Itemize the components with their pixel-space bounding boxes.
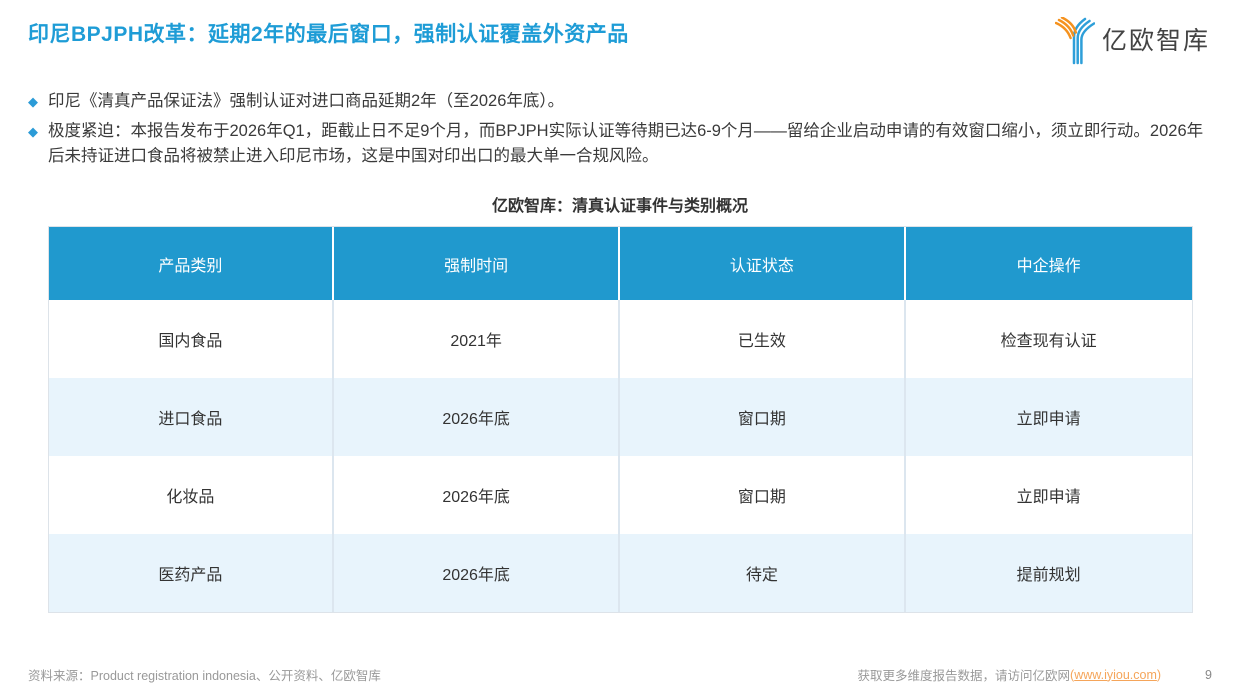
table-cell: 窗口期 xyxy=(620,378,906,456)
table-header-cell-certification-status: 认证状态 xyxy=(620,227,906,300)
table-cell: 立即申请 xyxy=(905,456,1192,534)
table-row: 国内食品 2021年 已生效 检查现有认证 xyxy=(48,300,1192,378)
paren-open: ( xyxy=(1070,667,1075,682)
table-row: 进口食品 2026年底 窗口期 立即申请 xyxy=(48,378,1192,456)
table-header-row: 产品类别 强制时间 认证状态 中企操作 xyxy=(48,227,1192,300)
table-header-cell-china-action: 中企操作 xyxy=(905,227,1192,300)
table-cell: 窗口期 xyxy=(620,456,906,534)
report-note: 获取更多维度报告数据，请访问亿欧网 xyxy=(857,669,1071,683)
paren-close: ) xyxy=(1156,667,1162,682)
table-cell: 已生效 xyxy=(620,300,906,378)
table-header-cell-mandatory-date: 强制时间 xyxy=(334,227,620,300)
table-cell: 2026年底 xyxy=(334,456,620,534)
brand-logo-y-icon xyxy=(1054,17,1095,65)
table-row: 化妆品 2026年底 窗口期 立即申请 xyxy=(48,456,1192,534)
slide-footer: 资料来源：Product registration indonesia、公开资料… xyxy=(28,665,1212,684)
key-points: ◆ 印尼《清真产品保证法》强制认证对进口商品延期2年（至2026年底）。 ◆ 极… xyxy=(28,89,1215,169)
slide-header: 印尼BPJPH改革：延期2年的最后窗口，强制认证覆盖外资产品 亿欧智库 xyxy=(0,0,1240,65)
table-cell: 进口食品 xyxy=(48,378,335,456)
page-number: 9 xyxy=(1205,667,1212,682)
diamond-bullet-icon: ◆ xyxy=(28,94,38,109)
bullet-text: 极度紧迫：本报告发布于2026年Q1，距截止日不足9个月，而BPJPH实际认证等… xyxy=(48,122,1204,165)
footer-right: 获取更多维度报告数据，请访问亿欧网 ( www.iyiou.com ) 9 xyxy=(858,665,1212,684)
table-row: 医药产品 2026年底 待定 提前规划 xyxy=(48,534,1192,612)
iyiou-link[interactable]: www.iyiou.com xyxy=(1074,667,1157,682)
halal-certification-table: 产品类别 强制时间 认证状态 中企操作 国内食品 2021年 已生效 检查现有认… xyxy=(47,226,1193,613)
table-cell: 2021年 xyxy=(334,300,620,378)
brand-logo-text: 亿欧智库 xyxy=(1101,27,1210,55)
table-title: 亿欧智库：清真认证事件与类别概况 xyxy=(491,198,748,215)
source-note: 资料来源：Product registration indonesia、公开资料… xyxy=(28,669,381,683)
bullet-item: ◆ 印尼《清真产品保证法》强制认证对进口商品延期2年（至2026年底）。 xyxy=(28,89,1215,114)
table-cell: 国内食品 xyxy=(48,300,335,378)
brand-logo: 亿欧智库 xyxy=(1054,17,1212,65)
bullet-text: 印尼《清真产品保证法》强制认证对进口商品延期2年（至2026年底）。 xyxy=(48,92,565,110)
bullet-item: ◆ 极度紧迫：本报告发布于2026年Q1，距截止日不足9个月，而BPJPH实际认… xyxy=(28,119,1215,169)
table-cell: 待定 xyxy=(620,534,906,612)
table-cell: 检查现有认证 xyxy=(905,300,1192,378)
table-cell: 2026年底 xyxy=(334,534,620,612)
page-title: 印尼BPJPH改革：延期2年的最后窗口，强制认证覆盖外资产品 xyxy=(28,23,629,46)
table-cell: 提前规划 xyxy=(905,534,1192,612)
diamond-bullet-icon: ◆ xyxy=(28,124,38,139)
table-header-cell-product-category: 产品类别 xyxy=(48,227,335,300)
table-cell: 立即申请 xyxy=(905,378,1192,456)
table-cell: 化妆品 xyxy=(48,456,335,534)
table-cell: 医药产品 xyxy=(48,534,335,612)
table-cell: 2026年底 xyxy=(334,378,620,456)
